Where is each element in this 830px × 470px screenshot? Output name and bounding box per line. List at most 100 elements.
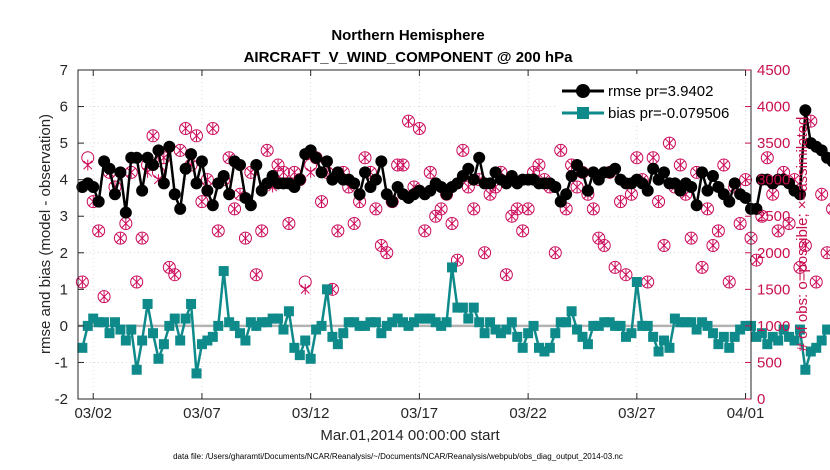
bias-point	[354, 320, 365, 331]
rmse-point	[315, 166, 328, 179]
rmse-point	[174, 202, 187, 215]
bias-point	[115, 324, 126, 335]
obs-possible-marker	[706, 238, 720, 252]
bias-point	[251, 320, 262, 331]
obs-assimilated-marker	[94, 225, 104, 237]
obs-possible-marker	[331, 224, 345, 238]
bias-point	[512, 331, 523, 342]
obs-possible-marker	[238, 231, 252, 245]
rmse-point	[179, 162, 192, 175]
obs-assimilated-marker	[713, 225, 723, 237]
bias-point	[463, 313, 474, 324]
obs-assimilated-marker	[284, 218, 294, 229]
obs-possible-marker	[673, 158, 687, 172]
obs-possible-marker	[771, 224, 785, 238]
obs-assimilated-marker	[518, 225, 528, 237]
obs-assimilated-marker	[403, 115, 414, 127]
bias-point	[702, 320, 713, 331]
legend-rmse-marker	[576, 84, 590, 98]
bias-point	[822, 324, 830, 335]
obs-possible-marker	[97, 290, 111, 304]
rmse-point	[310, 151, 323, 164]
rmse-point	[87, 180, 100, 193]
obs-assimilated-marker	[170, 269, 180, 281]
bias-point	[360, 320, 371, 331]
bias-point	[523, 328, 534, 339]
obs-possible-marker	[570, 180, 584, 194]
right-tick-label: 4500	[757, 62, 790, 79]
obs-assimilated-marker	[349, 218, 359, 229]
rmse-point	[244, 199, 257, 212]
obs-assimilated-marker	[371, 203, 381, 215]
rmse-point	[793, 188, 806, 201]
plot-frame	[77, 69, 752, 400]
bias-point	[300, 335, 311, 346]
obs-assimilated-marker	[719, 159, 729, 171]
obs-possible-marker	[228, 202, 242, 216]
rmse-point	[136, 184, 149, 197]
obs-assimilated-marker	[735, 218, 745, 229]
rmse-point	[739, 191, 752, 204]
obs-assimilated-marker	[197, 196, 207, 208]
bias-point	[686, 317, 697, 328]
bias-point	[403, 320, 414, 331]
obs-assimilated-marker	[175, 144, 185, 156]
obs-possible-marker	[521, 202, 535, 216]
rmse-point	[685, 180, 698, 193]
obs-assimilated-marker	[262, 144, 272, 156]
obs-assimilated-marker	[458, 144, 468, 156]
x-tick-label: 03/27	[618, 405, 656, 422]
rmse-point	[609, 162, 622, 175]
obs-assimilated-marker	[121, 218, 131, 229]
bias-point	[425, 313, 436, 324]
bias-point	[604, 317, 615, 328]
rmse-point	[348, 177, 361, 190]
obs-possible-marker	[445, 217, 459, 231]
y-tick-label: 4	[60, 172, 68, 189]
obs-assimilated-marker	[811, 276, 821, 288]
obs-assimilated-marker	[333, 225, 343, 237]
obs-possible-marker	[516, 224, 530, 238]
obs-assimilated-marker	[654, 196, 664, 208]
rmse-point	[647, 162, 660, 175]
x-tick-label: 03/07	[183, 405, 221, 422]
obs-assimilated-marker	[556, 144, 566, 156]
obs-possible-marker	[586, 202, 600, 216]
bias-point	[767, 331, 778, 342]
right-tick-label: 2500	[757, 208, 790, 225]
obs-possible-marker	[608, 260, 622, 274]
bias-point	[707, 328, 718, 339]
bias-point	[735, 324, 746, 335]
bias-point	[316, 320, 327, 331]
rmse-point	[233, 159, 246, 172]
obs-assimilated-marker	[164, 261, 174, 273]
right-tick-label: 3500	[757, 135, 790, 152]
obs-assimilated-marker	[376, 240, 386, 251]
bias-point	[773, 335, 784, 346]
bias-point	[566, 306, 577, 317]
bias-point	[599, 317, 610, 328]
bias-point	[414, 313, 425, 324]
right-axis-label: # of obs: o=possible; ×=assimilated	[794, 117, 811, 352]
rmse-point	[581, 184, 594, 197]
bias-point	[452, 302, 463, 313]
bias-point	[262, 317, 273, 328]
obs-assimilated-marker	[697, 261, 707, 273]
obs-assimilated-marker	[398, 159, 408, 171]
bias-point	[762, 339, 773, 350]
bias-point	[283, 306, 294, 317]
obs-possible-marker	[711, 224, 725, 238]
obs-possible-marker	[499, 268, 513, 282]
bias-series	[77, 262, 830, 379]
obs-assimilated-marker	[208, 123, 218, 134]
right-tick-label: 1500	[757, 281, 790, 298]
obs-possible-marker	[467, 202, 481, 216]
bias-point	[479, 328, 490, 339]
bias-point	[751, 331, 762, 342]
bias-point	[610, 320, 621, 331]
obs-assimilated-marker	[643, 276, 653, 288]
obs-possible-marker	[793, 260, 807, 274]
obs-assimilated-marker	[469, 203, 479, 215]
obs-possible-marker	[358, 151, 372, 165]
obs-assimilated-marker	[148, 130, 158, 142]
